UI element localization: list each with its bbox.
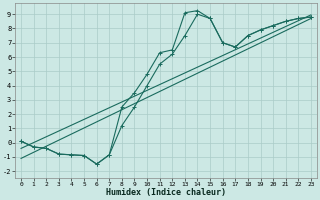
X-axis label: Humidex (Indice chaleur): Humidex (Indice chaleur) [106, 188, 226, 197]
